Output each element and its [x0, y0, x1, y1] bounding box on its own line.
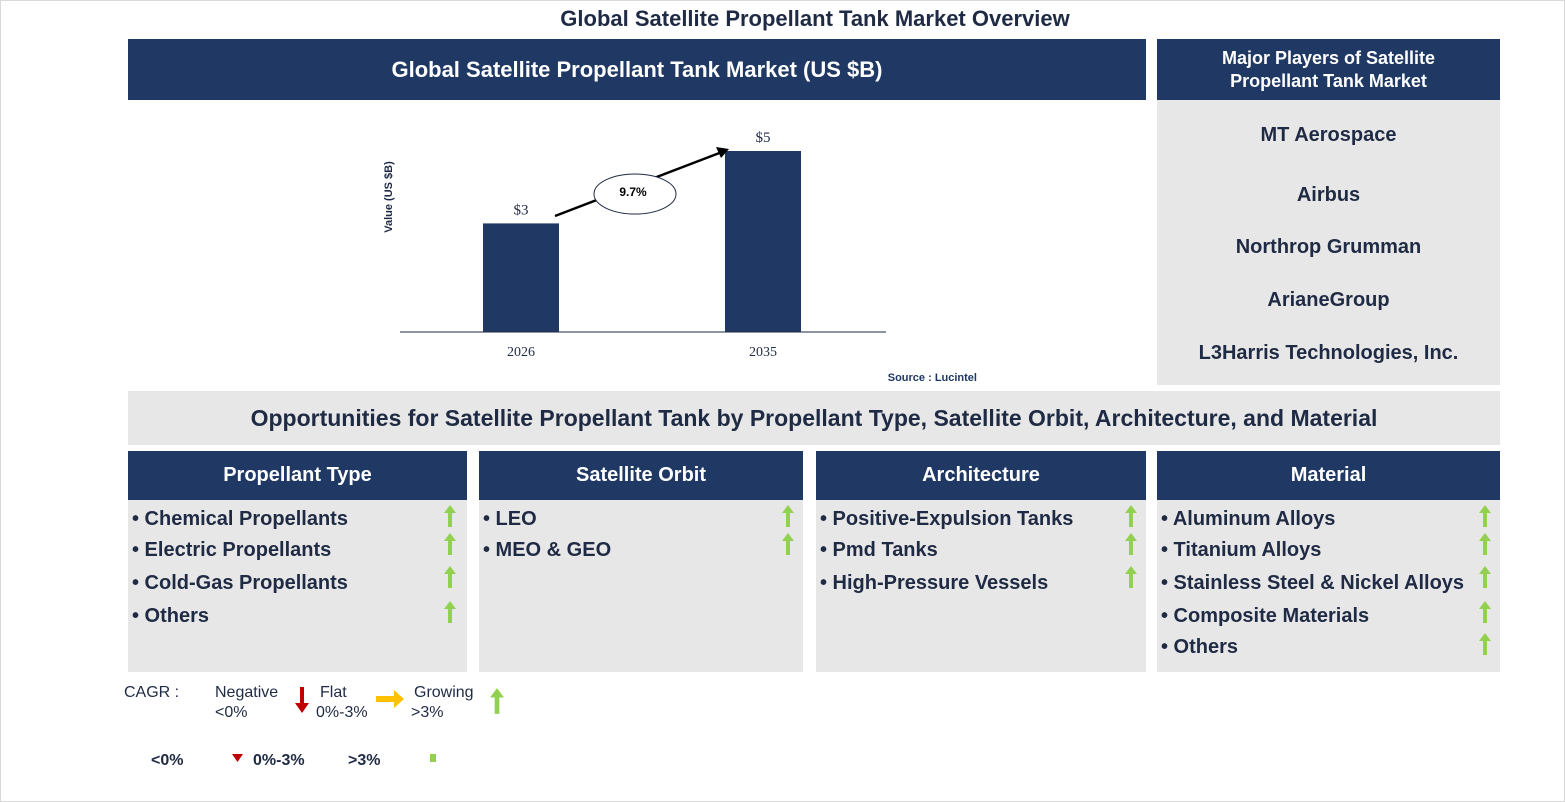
cagr-ellipse	[593, 173, 677, 215]
segment-panel-propellant-type: • Chemical Propellants • Electric Propel…	[128, 500, 467, 672]
legend-row2-flat: 0%-3%	[253, 752, 305, 769]
market-bar-chart: Value (US $B) $3 2026 $5 2035 9.7% Source :…	[383, 130, 977, 384]
player-item: MT Aerospace	[1260, 124, 1397, 146]
flat-arrow-icon	[376, 690, 404, 708]
player-item: ArianeGroup	[1267, 289, 1390, 311]
legend-growing-label: Growing	[414, 684, 474, 701]
small-down-triangle-icon	[232, 754, 243, 762]
segment-item: • Aluminum Alloys	[1161, 508, 1336, 530]
legend-row2-growing: >3%	[348, 752, 381, 769]
legend-cagr-label: CAGR :	[124, 684, 180, 701]
bar-2035	[725, 151, 801, 332]
segment-item: • Electric Propellants	[132, 539, 332, 561]
growth-up-arrow-icon	[444, 533, 456, 555]
growth-up-arrow-icon	[782, 533, 794, 555]
up-arrow-icon	[490, 688, 504, 714]
growth-up-arrow-icon	[1479, 601, 1491, 623]
cagr-label: 9.7%	[619, 185, 647, 199]
chart-source: Source : Lucintel	[888, 372, 977, 384]
bar-value-label: $3	[514, 202, 529, 218]
growth-up-arrow-icon	[444, 566, 456, 588]
legend-flat-range: 0%-3%	[316, 704, 368, 721]
legend-row2-negative: <0%	[151, 752, 184, 769]
growth-up-arrow-icon	[444, 601, 456, 623]
bar-value-label: $5	[756, 130, 771, 146]
segment-header-satellite-orbit: Satellite Orbit	[479, 451, 803, 500]
legend-negative-range: <0%	[215, 704, 248, 721]
player-item: L3Harris Technologies, Inc.	[1198, 342, 1459, 364]
page-title: Global Satellite Propellant Tank Market …	[560, 6, 1070, 31]
x-tick-label: 2035	[749, 345, 777, 360]
legend-growing-range: >3%	[411, 704, 444, 721]
segment-item: • Positive-Expulsion Tanks	[820, 508, 1074, 530]
segment-panel-satellite-orbit: • LEO • MEO & GEO	[479, 500, 803, 672]
bar-2026	[483, 223, 559, 332]
growth-up-arrow-icon	[1479, 633, 1491, 655]
y-axis-label: Value (US $B)	[383, 161, 395, 233]
segment-header-architecture: Architecture	[816, 451, 1146, 500]
player-item: Airbus	[1296, 184, 1361, 206]
growth-up-arrow-icon	[1125, 533, 1137, 555]
segment-panel-material: • Aluminum Alloys • Titanium Alloys • St…	[1157, 500, 1500, 672]
segment-item: • Cold-Gas Propellants	[132, 572, 348, 594]
chart-header: Global Satellite Propellant Tank Market …	[128, 39, 1146, 100]
legend-negative-label: Negative	[215, 684, 279, 701]
opportunities-header: Opportunities for Satellite Propellant T…	[128, 391, 1500, 445]
growth-up-arrow-icon	[1479, 505, 1491, 527]
growth-up-arrow-icon	[782, 505, 794, 527]
growth-up-arrow-icon	[1479, 566, 1491, 588]
segment-item: • MEO & GEO	[483, 539, 612, 561]
segment-item: • High-Pressure Vessels	[820, 572, 1049, 594]
segment-item: • Stainless Steel & Nickel Alloys	[1161, 572, 1465, 594]
growth-up-arrow-icon	[1479, 533, 1491, 555]
segment-header-propellant-type: Propellant Type	[128, 451, 467, 500]
growth-up-arrow-icon	[1125, 566, 1137, 588]
small-green-square-icon	[430, 754, 436, 762]
segment-item: • Composite Materials	[1161, 605, 1370, 627]
segment-item: • Pmd Tanks	[820, 539, 938, 561]
segment-item: • Chemical Propellants	[132, 508, 348, 530]
growth-up-arrow-icon	[1125, 505, 1137, 527]
growth-up-arrow-icon	[444, 505, 456, 527]
player-item: Northrop Grumman	[1235, 236, 1422, 258]
segment-panel-architecture: • Positive-Expulsion Tanks • Pmd Tanks •…	[816, 500, 1146, 672]
segment-item: • LEO	[483, 508, 537, 530]
down-arrow-icon	[295, 687, 309, 713]
segment-item: • Others	[1161, 636, 1239, 658]
cagr-arrow-head	[716, 147, 729, 158]
segment-header-material: Material	[1157, 451, 1500, 500]
players-header: Major Players of Satellite Propellant Ta…	[1157, 39, 1500, 100]
segment-item: • Titanium Alloys	[1161, 539, 1322, 561]
x-tick-label: 2026	[507, 345, 535, 360]
segment-item: • Others	[132, 605, 210, 627]
players-panel: MT Aerospace Airbus Northrop Grumman Ari…	[1157, 100, 1500, 385]
legend-flat-label: Flat	[320, 684, 347, 701]
